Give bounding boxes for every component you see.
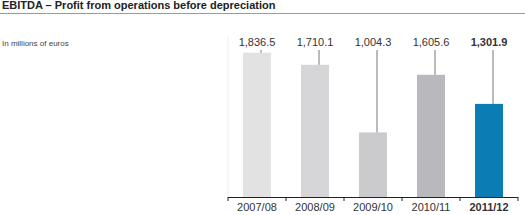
leader-line — [493, 50, 494, 104]
subtitle: In millions of euros — [2, 39, 69, 48]
x-tick-label: 2008/09 — [295, 201, 335, 213]
leader-line — [435, 50, 436, 75]
x-axis-line — [228, 197, 518, 198]
data-label: 1,605.6 — [413, 36, 450, 48]
x-tick-label: 2011/12 — [469, 201, 508, 213]
leader-line — [261, 50, 262, 53]
x-tick-label: 2007/08 — [237, 201, 277, 213]
leader-line — [319, 50, 320, 65]
data-label: 1,004.3 — [355, 36, 392, 48]
x-tick — [460, 197, 461, 201]
x-tick — [402, 197, 403, 201]
x-tick-label: 2010/11 — [412, 201, 451, 213]
x-tick-label: 2009/10 — [353, 201, 393, 213]
title-rule — [0, 13, 525, 14]
x-tick — [518, 197, 519, 201]
data-label: 1,710.1 — [297, 36, 334, 48]
x-tick — [344, 197, 345, 201]
bar — [475, 104, 503, 197]
bar — [417, 75, 445, 197]
leader-line — [377, 50, 378, 132]
data-label: 1,301.9 — [471, 36, 508, 48]
bar — [359, 132, 387, 197]
data-label: 1,836.5 — [239, 36, 276, 48]
y-axis-line — [228, 37, 229, 197]
bars — [243, 53, 503, 197]
title: EBITDA – Profit from operations before d… — [2, 0, 276, 11]
x-tick — [286, 197, 287, 201]
x-tick — [228, 197, 229, 201]
bar — [301, 65, 329, 197]
bar — [243, 53, 271, 197]
